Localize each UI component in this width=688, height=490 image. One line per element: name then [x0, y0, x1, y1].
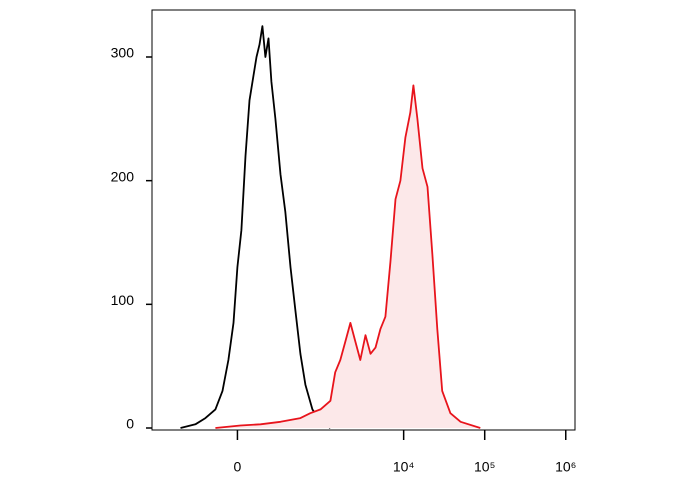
series-area [215, 85, 481, 429]
series-line [180, 25, 331, 429]
series-line [215, 84, 481, 429]
y-tick-label: 0 [126, 416, 134, 432]
x-tick-label: 10⁵ [474, 459, 495, 475]
y-tick-label: 100 [111, 292, 135, 308]
y-tick-label: 300 [111, 45, 135, 61]
x-tick-label: 10⁴ [393, 459, 415, 475]
x-tick-label: 10⁶ [555, 459, 576, 475]
x-tick-label: 0 [234, 459, 242, 475]
plot-frame [151, 9, 576, 431]
y-tick-label: 200 [111, 168, 135, 184]
